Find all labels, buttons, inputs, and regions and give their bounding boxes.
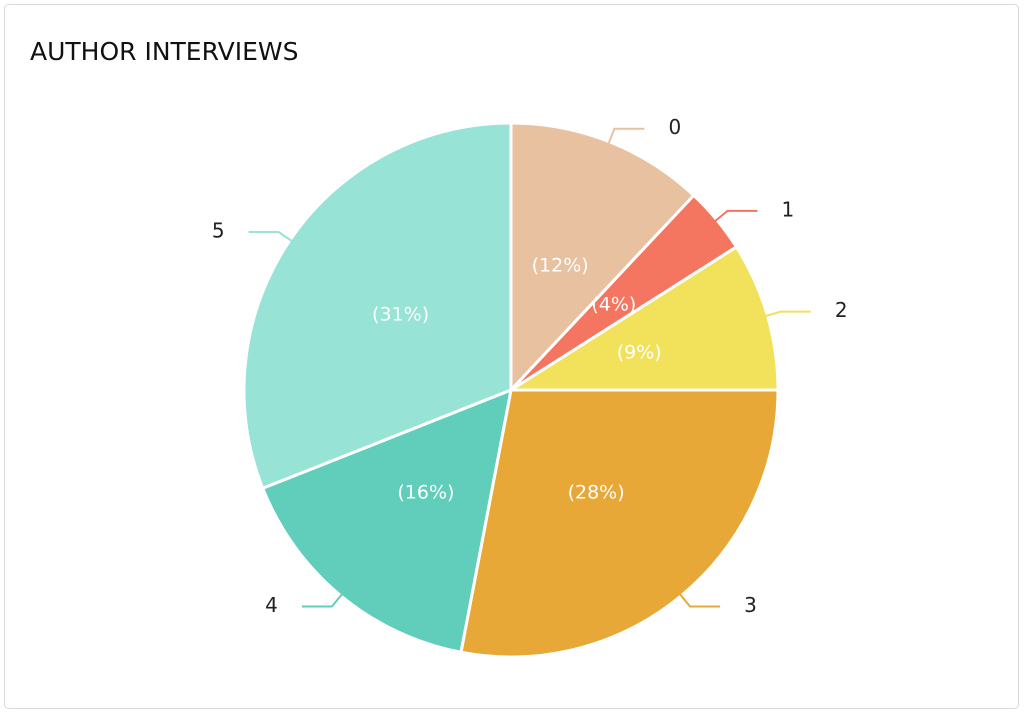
leader-line <box>606 127 645 148</box>
slice-category-label: 4 <box>265 593 278 617</box>
slice-value-label: (16%) <box>397 481 454 503</box>
slice-category-label: 2 <box>835 298 848 322</box>
leader-line <box>301 590 346 608</box>
slice-value-label: (31%) <box>372 303 429 325</box>
slice-value-label: (9%) <box>617 341 662 363</box>
leader-line <box>248 231 296 245</box>
slice-value-label: (4%) <box>591 293 636 315</box>
slice-category-label: 0 <box>668 115 681 139</box>
chart-title: AUTHOR INTERVIEWS <box>30 37 298 66</box>
slice-value-label: (12%) <box>532 254 589 276</box>
slice-category-label: 1 <box>782 197 795 221</box>
leader-line <box>711 209 758 225</box>
leader-line <box>676 590 721 608</box>
slice-value-label: (28%) <box>568 481 625 503</box>
leader-line <box>761 310 811 319</box>
slice-category-label: 3 <box>744 593 757 617</box>
slice-category-label: 5 <box>212 219 225 243</box>
